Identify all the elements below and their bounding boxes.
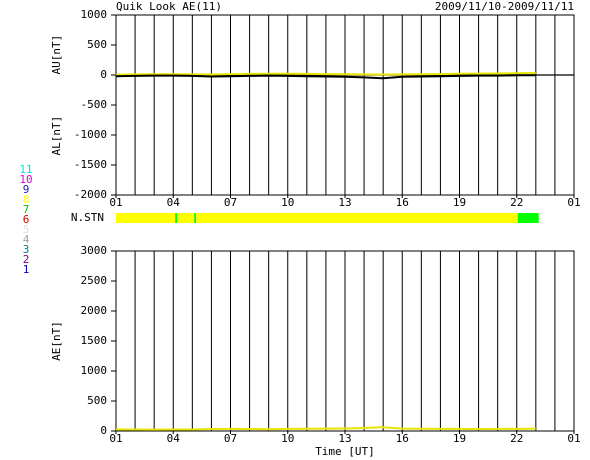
station-segment <box>517 213 539 223</box>
station-legend-entry: 4 <box>23 233 30 246</box>
x-tick-label: 13 <box>338 196 351 209</box>
x-tick-label: 19 <box>453 196 466 209</box>
x-tick-label: 01 <box>567 196 580 209</box>
y-axis-label: AU[nT] <box>50 35 63 75</box>
data-line <box>115 74 536 80</box>
station-legend-entry: 7 <box>23 203 30 216</box>
y-tick-label: 0 <box>100 424 107 437</box>
station-legend-entry: 1 <box>23 263 30 276</box>
x-tick-label: 22 <box>510 196 523 209</box>
x-tick-label: 07 <box>224 432 237 445</box>
station-segment <box>116 213 176 223</box>
x-axis-label: Time [UT] <box>315 445 375 458</box>
y-tick-label: 0 <box>100 68 107 81</box>
station-segment <box>194 213 197 223</box>
station-legend-entry: 2 <box>23 253 30 266</box>
y-tick-label: -500 <box>81 98 108 111</box>
x-tick-label: 01 <box>109 432 122 445</box>
y-axis-label: AE[nT] <box>50 321 63 361</box>
y-tick-label: 1500 <box>81 334 108 347</box>
station-legend-entry: 8 <box>23 193 30 206</box>
station-legend-entry: 10 <box>19 173 32 186</box>
y-tick-label: 2000 <box>81 304 108 317</box>
station-legend-entry: 11 <box>19 163 32 176</box>
x-tick-label: 16 <box>396 432 409 445</box>
station-legend-entry: 9 <box>23 183 30 196</box>
x-tick-label: 07 <box>224 196 237 209</box>
date-range: 2009/11/10-2009/11/11 <box>435 0 574 13</box>
x-tick-label: 04 <box>167 196 181 209</box>
station-segment <box>175 213 178 223</box>
title: Quik Look AE(11) <box>116 0 222 13</box>
y-tick-label: 1000 <box>81 8 108 21</box>
data-line <box>115 71 536 76</box>
station-segment <box>196 213 518 223</box>
x-tick-label: 10 <box>281 196 294 209</box>
y-tick-label: -1000 <box>74 128 107 141</box>
y-tick-label: 3000 <box>81 244 108 257</box>
x-tick-label: 01 <box>567 432 580 445</box>
x-tick-label: 01 <box>109 196 122 209</box>
x-tick-label: 10 <box>281 432 294 445</box>
x-tick-label: 13 <box>338 432 351 445</box>
y-axis-label: AL[nT] <box>50 116 63 156</box>
x-tick-label: 16 <box>396 196 409 209</box>
y-tick-label: 2500 <box>81 274 108 287</box>
x-tick-label: 19 <box>453 432 466 445</box>
station-legend-entry: 6 <box>23 213 30 226</box>
x-tick-label: 04 <box>167 432 181 445</box>
y-tick-label: -2000 <box>74 188 107 201</box>
station-label: N.STN <box>71 211 104 224</box>
y-tick-label: -1500 <box>74 158 107 171</box>
x-tick-label: 22 <box>510 432 523 445</box>
y-tick-label: 500 <box>87 38 107 51</box>
y-tick-label: 500 <box>87 394 107 407</box>
station-segment <box>177 213 195 223</box>
station-legend-entry: 3 <box>23 243 30 256</box>
y-tick-label: 1000 <box>81 364 108 377</box>
data-line <box>116 426 536 431</box>
station-legend-entry: 5 <box>23 223 30 236</box>
